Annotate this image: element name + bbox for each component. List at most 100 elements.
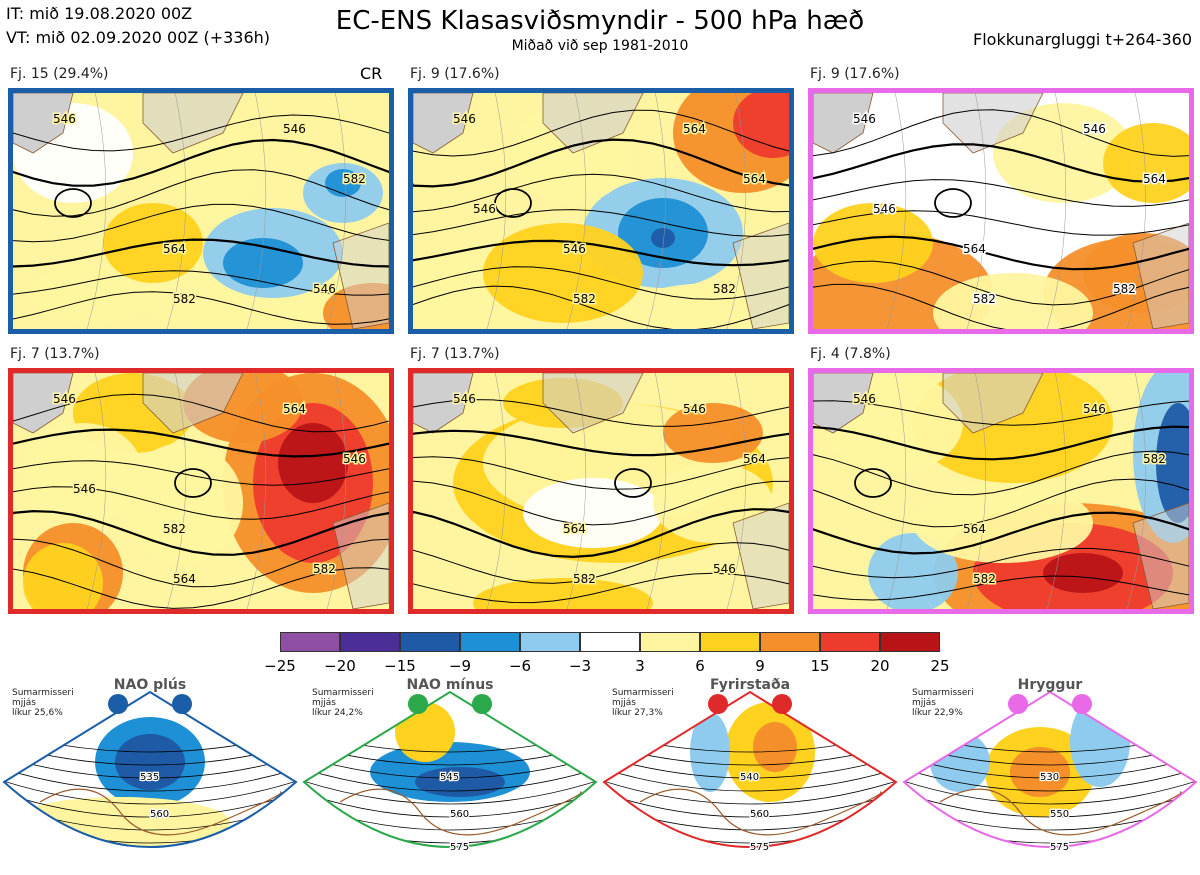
height-contour: [413, 480, 789, 526]
regime-contour-label: 550: [1050, 809, 1069, 820]
contour-label: 546: [713, 562, 736, 576]
anomaly-area: [123, 443, 243, 563]
graticule-line: [166, 93, 187, 329]
regime-map: 545 560 575: [300, 672, 600, 871]
anomaly-area: [913, 483, 1093, 563]
regime-outline: [302, 690, 598, 848]
contour-label: 564: [743, 452, 766, 466]
height-contour: [413, 572, 789, 604]
land-mass: [542, 373, 644, 434]
height-contour: [13, 238, 389, 268]
contour-label: 564: [743, 172, 766, 186]
contour-label: 546: [683, 402, 706, 416]
land-mass: [1132, 502, 1189, 609]
height-contour: [813, 400, 1189, 426]
height-contour: [813, 450, 1189, 496]
colorbar-swatch: [640, 632, 700, 652]
graticule-line: [166, 373, 187, 609]
cluster-map-panel: 546 564 546 564 582 582 546: [408, 88, 794, 334]
anomaly-area: [23, 543, 103, 609]
regime-title: Hryggur: [1017, 677, 1083, 693]
closed-contour: [54, 188, 92, 218]
contour-label: 564: [963, 522, 986, 536]
contour-label: 546: [313, 282, 336, 296]
regime-map: 540 560 575: [600, 672, 900, 871]
colorbar-swatch: [340, 632, 400, 652]
height-contour: [813, 511, 1189, 555]
height-contour: [813, 575, 1189, 601]
height-contour: [813, 547, 1189, 579]
graticule-line: [86, 93, 107, 329]
cluster-map-panel: 546 546 564 582 582: [808, 368, 1194, 614]
contour-label: 546: [53, 392, 76, 406]
height-contour: [13, 428, 389, 458]
regime-marker: [472, 694, 492, 714]
regime-map: 535 560: [0, 672, 300, 871]
height-contour: [813, 260, 1189, 306]
graticule-line: [566, 373, 587, 609]
init-time: IT: mið 19.08.2020 00Z: [6, 4, 193, 23]
cluster-map: 546 564 582 546 564 582 546: [13, 373, 389, 609]
regime-anomaly: [690, 712, 730, 792]
contour-label: 546: [473, 202, 496, 216]
chart-title: EC-ENS Klasasviðsmyndir - 500 hPa hæð: [335, 6, 865, 36]
contour-label: 564: [963, 242, 986, 256]
regime-info: Sumarmisseri mjjás líkur 27,3%: [612, 688, 674, 718]
regime-contour: [604, 779, 896, 805]
cluster-label: Fj. 4 (7.8%): [810, 346, 891, 362]
graticule-line: [886, 93, 907, 329]
regime-info: Sumarmisseri mjjás líkur 22,9%: [912, 688, 974, 718]
height-contour: [13, 169, 389, 217]
regime-marker: [108, 694, 128, 714]
cluster-map-panel: 546 564 582 546 564 582 546: [8, 368, 394, 614]
contour-label: 546: [1083, 402, 1106, 416]
height-contour: [13, 509, 389, 556]
land-mass: [942, 373, 1044, 434]
coastline: [639, 788, 882, 836]
height-contour: [413, 209, 789, 237]
height-contour: [13, 270, 389, 296]
land-mass: [813, 373, 874, 434]
cluster-map-panel: 546 546 564 564 582 546: [408, 368, 794, 614]
colorbar-swatch: [400, 632, 460, 652]
regime-info-line: mjjás: [12, 698, 36, 708]
height-contour: [413, 429, 789, 457]
contour-label: 546: [453, 392, 476, 406]
height-contour: [413, 399, 789, 427]
classification-window: Flokkunargluggi t+264-360: [973, 30, 1192, 49]
regime-info: Sumarmisseri mjjás líkur 25,6%: [12, 688, 74, 718]
colorbar-tick: 6: [695, 657, 705, 675]
regime-info-line: Sumarmisseri: [912, 688, 974, 698]
regime-contour: [4, 779, 296, 805]
graticule-line: [966, 93, 987, 329]
regime-title: NAO mínus: [406, 677, 494, 693]
regime-contour: [304, 767, 596, 792]
height-contour: [13, 538, 389, 588]
height-contour: [13, 393, 389, 433]
colorbar-swatch: [880, 632, 940, 652]
regime-anomaly: [753, 722, 797, 772]
cluster-map: 546 564 546 564 582 582 546: [413, 93, 789, 329]
colorbar-tick: −3: [568, 657, 592, 675]
graticule-line: [326, 93, 347, 329]
regime-contour: [604, 755, 896, 779]
regime-contour: [904, 779, 1196, 805]
graticule-line: [646, 93, 667, 329]
contour-label: 582: [1143, 452, 1166, 466]
contour-label: 546: [873, 202, 896, 216]
regime-contour-label: 545: [440, 772, 459, 783]
anomaly-area: [651, 228, 675, 248]
height-contour: [13, 567, 389, 609]
colorbar-tick: −20: [324, 657, 356, 675]
regime-map: 530 550 575: [900, 672, 1200, 871]
regime-sector: 530 550 575: [902, 690, 1198, 854]
coastline: [939, 788, 1182, 836]
regime-title: Fyrirstaða: [709, 677, 791, 693]
contour-label: 582: [313, 562, 336, 576]
colorbar-swatch: [700, 632, 760, 652]
height-contour: [813, 425, 1189, 461]
anomaly-area: [483, 223, 643, 323]
land-mass: [332, 502, 389, 609]
regime-contour: [904, 755, 1196, 779]
land-mass: [142, 93, 244, 154]
